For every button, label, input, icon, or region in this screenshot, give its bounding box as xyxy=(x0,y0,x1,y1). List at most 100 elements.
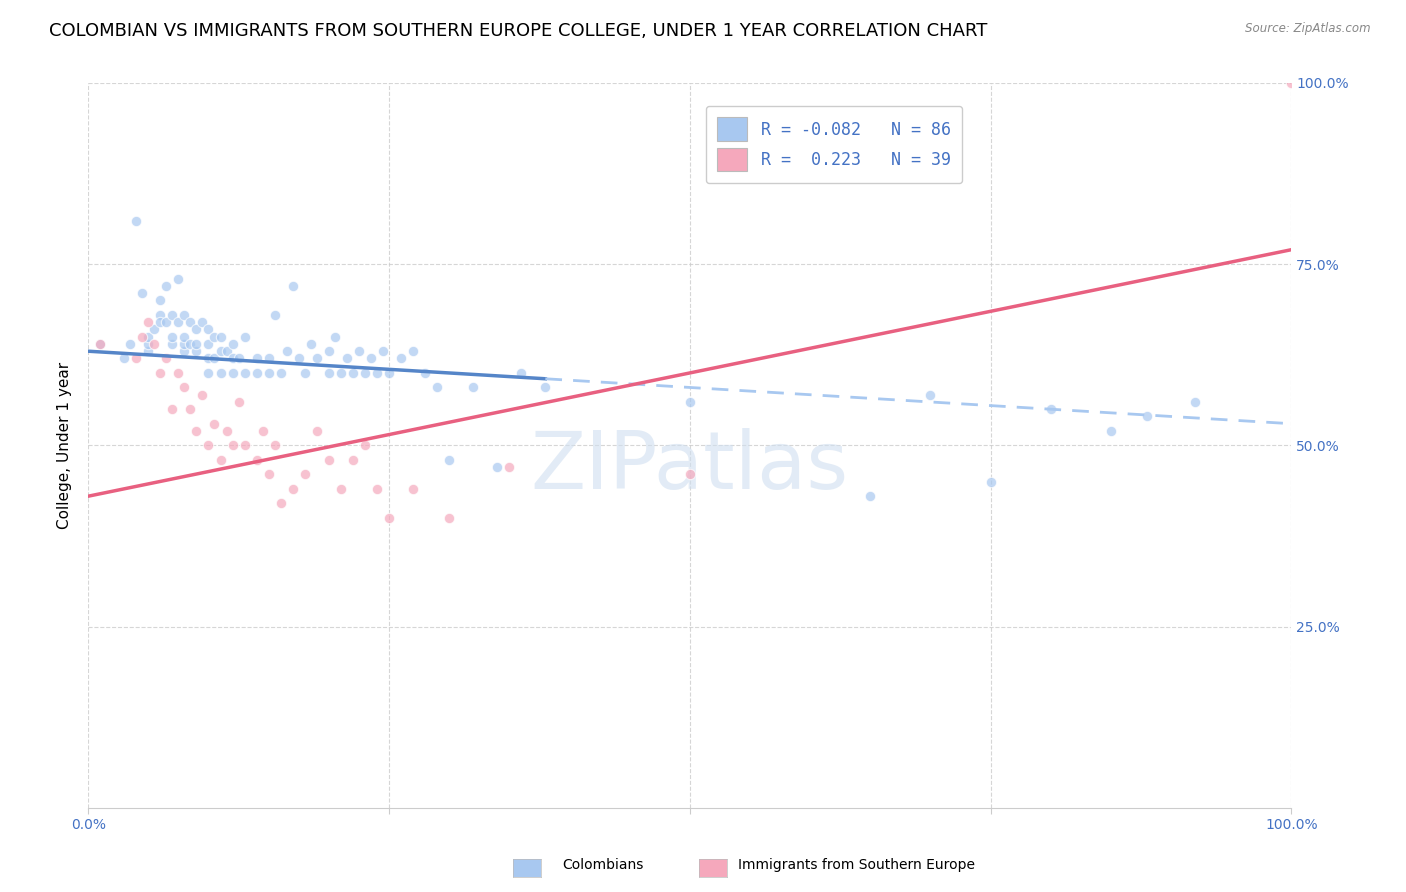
Point xyxy=(215,424,238,438)
Point xyxy=(197,337,219,351)
Point xyxy=(257,366,280,380)
Point xyxy=(1039,402,1062,417)
Point xyxy=(131,286,153,301)
Point xyxy=(221,438,243,452)
Point xyxy=(197,351,219,366)
Point xyxy=(378,366,401,380)
Point xyxy=(149,315,172,329)
Point xyxy=(179,315,201,329)
Point xyxy=(1099,424,1122,438)
Point xyxy=(167,315,190,329)
Point xyxy=(305,424,328,438)
Point xyxy=(143,337,166,351)
Point xyxy=(318,366,340,380)
Point xyxy=(221,366,243,380)
Point xyxy=(413,366,436,380)
Point xyxy=(155,315,177,329)
Text: Colombians: Colombians xyxy=(562,858,644,872)
Point xyxy=(173,329,195,343)
Point xyxy=(233,366,256,380)
Point xyxy=(179,402,201,417)
Point xyxy=(318,344,340,359)
Point xyxy=(1279,76,1302,90)
Point xyxy=(233,329,256,343)
Point xyxy=(257,351,280,366)
Point xyxy=(1136,409,1159,424)
Point xyxy=(221,351,243,366)
Point xyxy=(920,387,942,401)
Point xyxy=(162,337,184,351)
Point xyxy=(204,417,226,431)
Point xyxy=(281,279,304,293)
Point xyxy=(215,344,238,359)
Point xyxy=(149,308,172,322)
Point xyxy=(112,351,135,366)
Point xyxy=(859,489,882,503)
Point xyxy=(221,337,243,351)
Point xyxy=(131,329,153,343)
Point xyxy=(257,467,280,482)
Point xyxy=(263,438,285,452)
Point xyxy=(136,344,159,359)
Point xyxy=(155,351,177,366)
Point xyxy=(197,366,219,380)
Point xyxy=(299,337,322,351)
Point xyxy=(510,366,533,380)
Point xyxy=(246,453,269,467)
Point xyxy=(186,322,208,336)
Point xyxy=(209,329,232,343)
Text: Immigrants from Southern Europe: Immigrants from Southern Europe xyxy=(738,858,976,872)
Point xyxy=(125,213,148,227)
Point xyxy=(228,395,250,409)
Point xyxy=(534,380,557,394)
Legend: R = -0.082   N = 86, R =  0.223   N = 39: R = -0.082 N = 86, R = 0.223 N = 39 xyxy=(706,106,963,183)
Point xyxy=(155,279,177,293)
Text: COLOMBIAN VS IMMIGRANTS FROM SOUTHERN EUROPE COLLEGE, UNDER 1 YEAR CORRELATION C: COLOMBIAN VS IMMIGRANTS FROM SOUTHERN EU… xyxy=(49,22,987,40)
Point xyxy=(378,511,401,525)
Point xyxy=(162,402,184,417)
Point xyxy=(463,380,485,394)
Point xyxy=(167,271,190,285)
Point xyxy=(149,293,172,308)
Point xyxy=(426,380,449,394)
Point xyxy=(197,438,219,452)
Point xyxy=(167,366,190,380)
Point xyxy=(209,453,232,467)
Point xyxy=(342,366,364,380)
Point xyxy=(173,380,195,394)
Point xyxy=(360,351,382,366)
Point xyxy=(162,308,184,322)
Point xyxy=(191,315,214,329)
Point xyxy=(143,322,166,336)
Point xyxy=(371,344,394,359)
Point xyxy=(323,329,346,343)
Point xyxy=(173,344,195,359)
Point xyxy=(136,337,159,351)
Point xyxy=(246,366,269,380)
Text: Source: ZipAtlas.com: Source: ZipAtlas.com xyxy=(1246,22,1371,36)
Point xyxy=(136,315,159,329)
Point xyxy=(89,337,111,351)
Point xyxy=(276,344,298,359)
Point xyxy=(162,329,184,343)
Point xyxy=(354,366,377,380)
Point xyxy=(209,366,232,380)
Point xyxy=(204,351,226,366)
Point xyxy=(179,337,201,351)
Point xyxy=(366,482,388,496)
Point xyxy=(329,366,352,380)
Point xyxy=(149,366,172,380)
Point xyxy=(281,482,304,496)
Point xyxy=(252,424,274,438)
Point xyxy=(437,511,460,525)
Point xyxy=(318,453,340,467)
Point xyxy=(228,351,250,366)
Point xyxy=(120,337,142,351)
Point xyxy=(294,366,316,380)
Point xyxy=(186,337,208,351)
Point xyxy=(125,351,148,366)
Point xyxy=(287,351,309,366)
Point xyxy=(347,344,370,359)
Point xyxy=(186,424,208,438)
Point xyxy=(209,344,232,359)
